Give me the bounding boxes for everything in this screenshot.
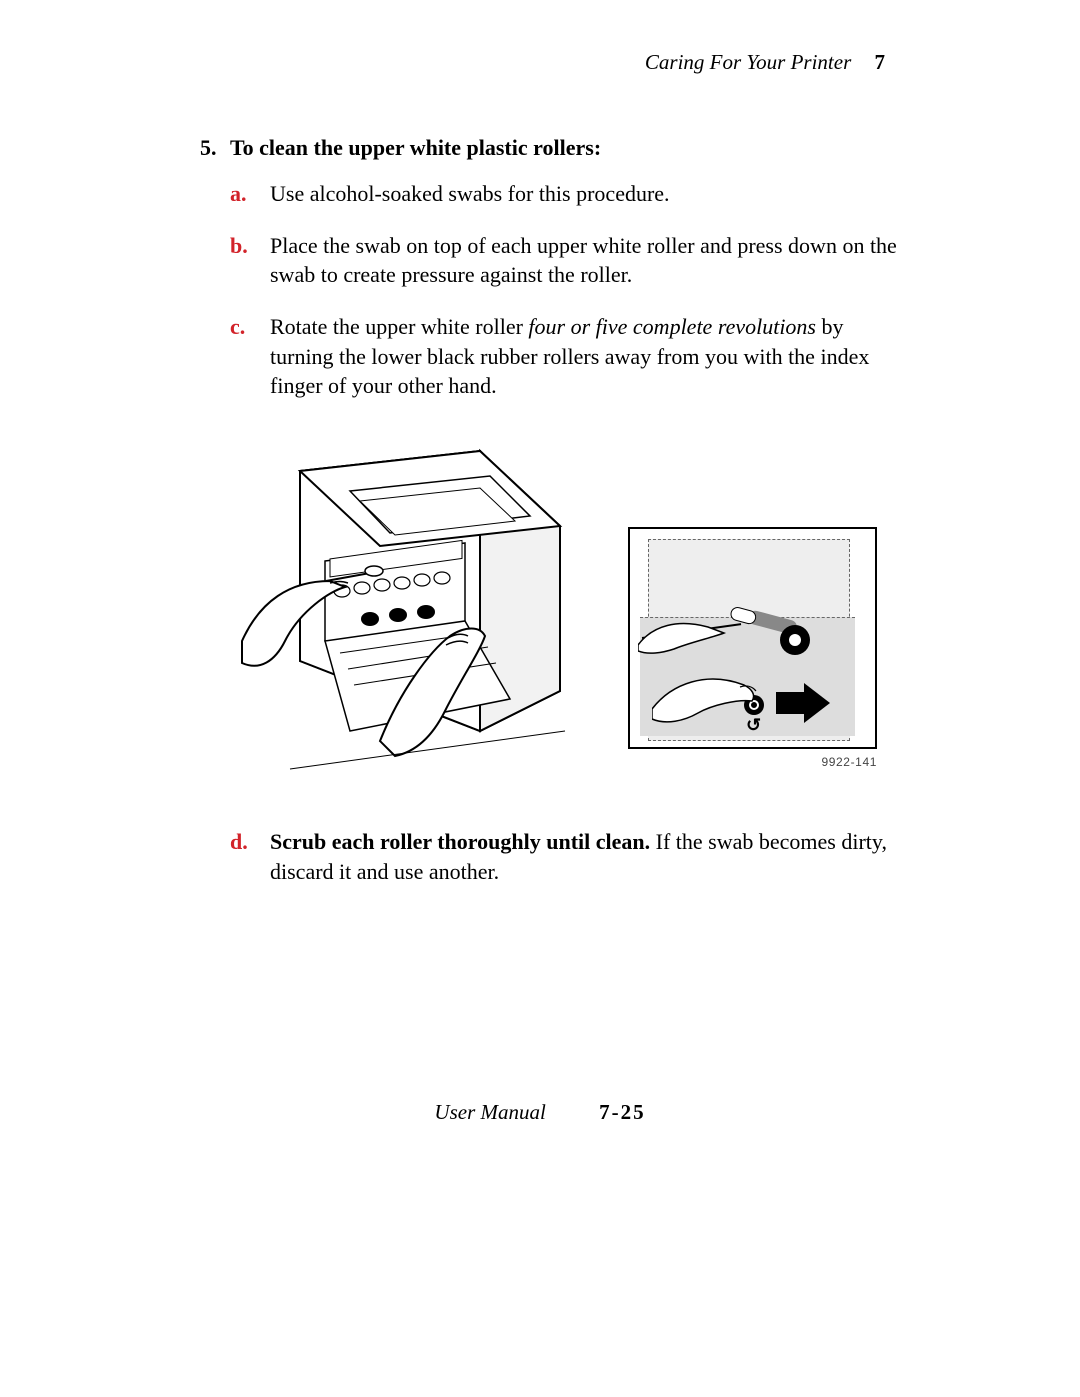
figure-row: ↺ 9922-141 (230, 431, 900, 801)
figure-detail: ↺ (628, 527, 877, 749)
figure-main (230, 431, 600, 801)
substep-a-label: a. (230, 179, 247, 209)
substep-c: c. Rotate the upper white roller four or… (230, 312, 900, 401)
running-head-title: Caring For Your Printer (645, 50, 851, 74)
substep-b-label: b. (230, 231, 248, 261)
printer-illustration-icon (230, 431, 600, 801)
upper-roller-icon (780, 625, 810, 655)
substep-b-text: Place the swab on top of each upper whit… (270, 233, 897, 288)
substep-a-text: Use alcohol-soaked swabs for this proced… (270, 181, 670, 206)
substep-c-pre: Rotate the upper white roller (270, 314, 528, 339)
running-head: Caring For Your Printer 7 (645, 50, 885, 75)
figure-detail-wrap: ↺ 9922-141 (628, 527, 877, 769)
page: Caring For Your Printer 7 5. To clean th… (0, 0, 1080, 1397)
footer-title: User Manual (434, 1100, 545, 1124)
rotation-mark-icon: ↺ (746, 715, 761, 736)
figure-id: 9922-141 (628, 755, 877, 769)
substep-a: a. Use alcohol-soaked swabs for this pro… (230, 179, 900, 209)
footer: User Manual 7-25 (0, 1100, 1080, 1125)
substep-c-em: four or five complete revolutions (528, 314, 816, 339)
substep-d-bold: Scrub each roller thoroughly until clean… (270, 829, 650, 854)
substep-d-label: d. (230, 827, 248, 857)
substep-c-label: c. (230, 312, 245, 342)
step-number: 5. (200, 135, 217, 161)
footer-page-number: 7-25 (599, 1100, 646, 1124)
substep-b: b. Place the swab on top of each upper w… (230, 231, 900, 290)
substep-d: d. Scrub each roller thoroughly until cl… (230, 827, 900, 886)
step-title: To clean the upper white plastic rollers… (230, 135, 900, 161)
detail-hand-upper-icon (638, 615, 728, 665)
running-head-chapter: 7 (875, 50, 886, 74)
substeps: a. Use alcohol-soaked swabs for this pro… (230, 179, 900, 401)
content-block: 5. To clean the upper white plastic roll… (230, 135, 900, 909)
